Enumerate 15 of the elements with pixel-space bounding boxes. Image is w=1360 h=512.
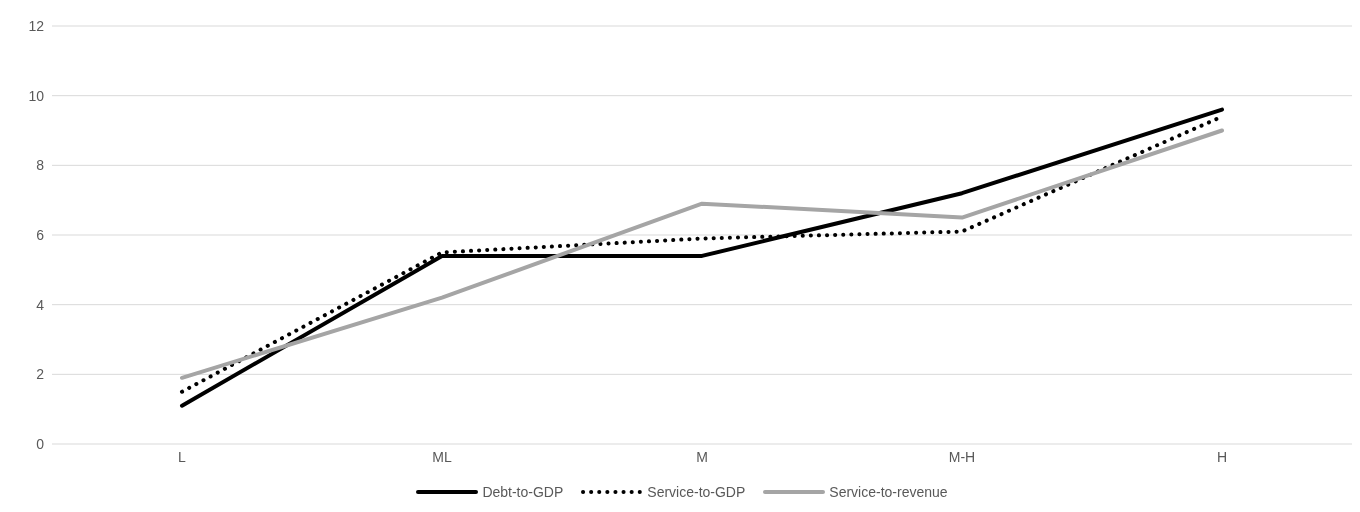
- x-tick-label: ML: [432, 448, 452, 465]
- x-tick-label: H: [1216, 448, 1228, 465]
- x-tick-label: L: [178, 448, 187, 465]
- x-tick-label: M: [696, 448, 708, 465]
- x-tick-label: M-H: [948, 448, 976, 465]
- y-tick-label: 8: [36, 157, 45, 174]
- y-tick-label: 10: [28, 87, 45, 104]
- legend-label: Service-to-GDP: [647, 484, 746, 500]
- y-tick-label: 12: [28, 17, 45, 34]
- y-tick-label: 2: [36, 366, 45, 383]
- legend-label: Debt-to-GDP: [482, 484, 564, 500]
- y-tick-label: 4: [36, 296, 45, 313]
- legend-label: Service-to-revenue: [829, 484, 948, 500]
- y-tick-label: 6: [36, 226, 45, 243]
- y-tick-label: 0: [36, 435, 45, 452]
